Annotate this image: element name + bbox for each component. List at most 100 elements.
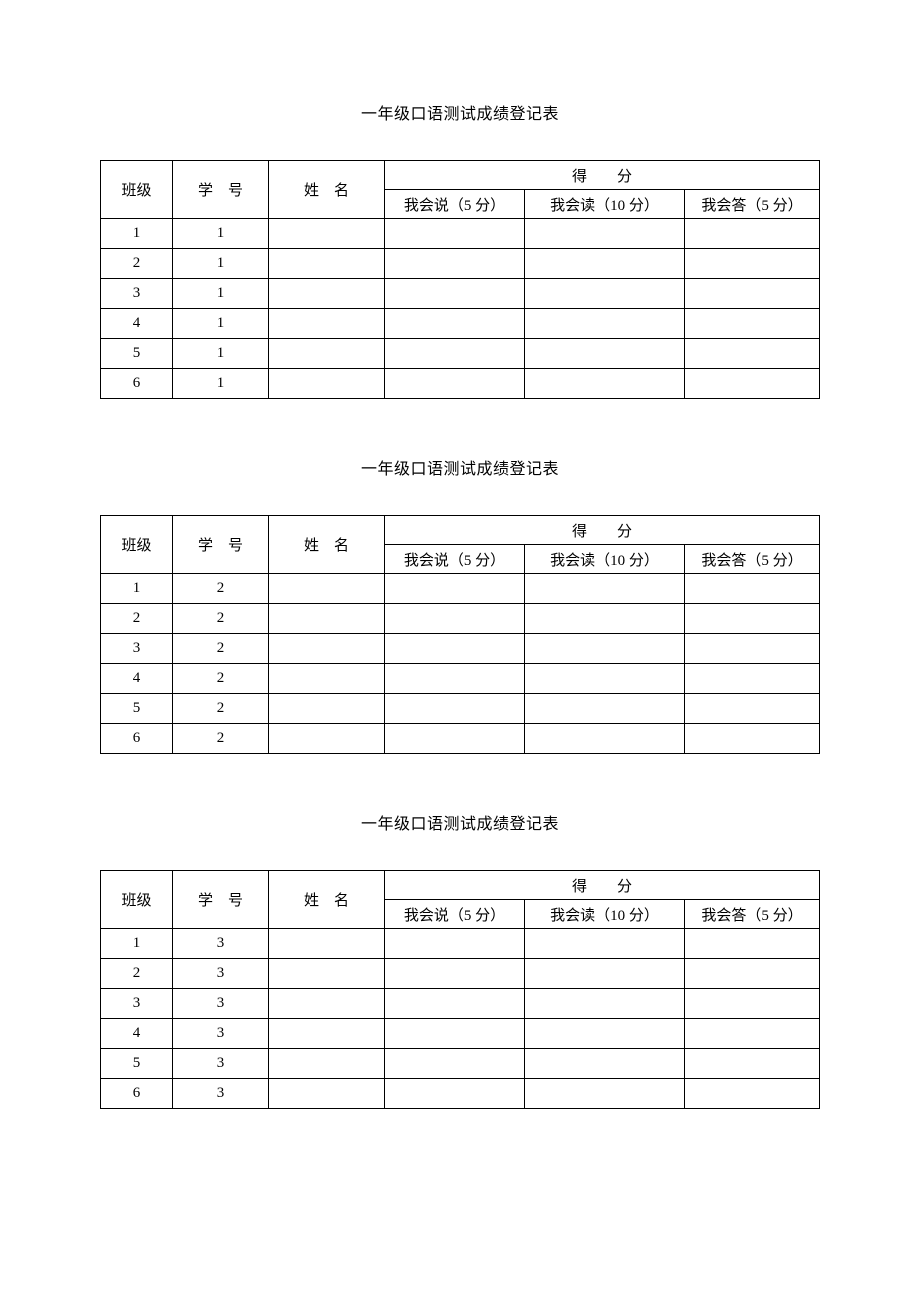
col-header-answer: 我会答（5 分） (685, 900, 820, 929)
table-header-row: 班级学 号姓 名得 分 (101, 516, 820, 545)
cell-read (525, 1079, 685, 1109)
cell-name (269, 309, 385, 339)
table-row: 22 (101, 604, 820, 634)
col-header-class: 班级 (101, 871, 173, 929)
cell-class: 2 (101, 249, 173, 279)
score-table: 班级学 号姓 名得 分我会说（5 分）我会读（10 分）我会答（5 分）1222… (100, 515, 820, 754)
cell-say (385, 1049, 525, 1079)
cell-say (385, 989, 525, 1019)
cell-say (385, 694, 525, 724)
col-header-studentid: 学 号 (173, 516, 269, 574)
cell-say (385, 959, 525, 989)
cell-answer (685, 694, 820, 724)
table-row: 11 (101, 219, 820, 249)
col-header-read: 我会读（10 分） (525, 545, 685, 574)
cell-read (525, 309, 685, 339)
cell-read (525, 369, 685, 399)
cell-say (385, 604, 525, 634)
cell-name (269, 959, 385, 989)
cell-say (385, 929, 525, 959)
cell-answer (685, 339, 820, 369)
cell-answer (685, 724, 820, 754)
table-row: 52 (101, 694, 820, 724)
table-row: 61 (101, 369, 820, 399)
col-header-read: 我会读（10 分） (525, 900, 685, 929)
cell-say (385, 634, 525, 664)
cell-studentid: 3 (173, 989, 269, 1019)
col-header-score: 得 分 (385, 871, 820, 900)
cell-class: 5 (101, 339, 173, 369)
table-row: 23 (101, 959, 820, 989)
table-row: 62 (101, 724, 820, 754)
col-header-name: 姓 名 (269, 871, 385, 929)
table-row: 41 (101, 309, 820, 339)
cell-name (269, 279, 385, 309)
cell-class: 6 (101, 1079, 173, 1109)
cell-studentid: 2 (173, 694, 269, 724)
cell-say (385, 574, 525, 604)
score-section: 一年级口语测试成绩登记表班级学 号姓 名得 分我会说（5 分）我会读（10 分）… (100, 810, 820, 1109)
cell-say (385, 249, 525, 279)
cell-read (525, 989, 685, 1019)
table-row: 21 (101, 249, 820, 279)
col-header-score: 得 分 (385, 161, 820, 190)
cell-answer (685, 604, 820, 634)
table-row: 32 (101, 634, 820, 664)
table-row: 63 (101, 1079, 820, 1109)
cell-name (269, 989, 385, 1019)
cell-studentid: 2 (173, 664, 269, 694)
cell-name (269, 1019, 385, 1049)
cell-class: 4 (101, 664, 173, 694)
cell-answer (685, 279, 820, 309)
cell-class: 3 (101, 989, 173, 1019)
cell-answer (685, 574, 820, 604)
cell-studentid: 2 (173, 604, 269, 634)
cell-answer (685, 634, 820, 664)
cell-name (269, 634, 385, 664)
cell-read (525, 219, 685, 249)
cell-answer (685, 1019, 820, 1049)
table-row: 31 (101, 279, 820, 309)
cell-read (525, 339, 685, 369)
cell-read (525, 279, 685, 309)
cell-answer (685, 959, 820, 989)
cell-class: 2 (101, 959, 173, 989)
cell-name (269, 574, 385, 604)
cell-name (269, 219, 385, 249)
cell-class: 6 (101, 369, 173, 399)
col-header-say: 我会说（5 分） (385, 900, 525, 929)
cell-read (525, 634, 685, 664)
cell-say (385, 664, 525, 694)
cell-class: 4 (101, 309, 173, 339)
cell-answer (685, 929, 820, 959)
cell-class: 3 (101, 279, 173, 309)
table-row: 33 (101, 989, 820, 1019)
cell-class: 1 (101, 219, 173, 249)
cell-say (385, 724, 525, 754)
cell-class: 2 (101, 604, 173, 634)
cell-studentid: 3 (173, 1049, 269, 1079)
cell-studentid: 2 (173, 724, 269, 754)
cell-studentid: 3 (173, 1079, 269, 1109)
cell-studentid: 1 (173, 309, 269, 339)
col-header-studentid: 学 号 (173, 161, 269, 219)
cell-class: 4 (101, 1019, 173, 1049)
cell-studentid: 2 (173, 574, 269, 604)
cell-read (525, 604, 685, 634)
cell-say (385, 219, 525, 249)
table-row: 12 (101, 574, 820, 604)
cell-answer (685, 309, 820, 339)
cell-read (525, 724, 685, 754)
cell-answer (685, 219, 820, 249)
table-row: 42 (101, 664, 820, 694)
col-header-read: 我会读（10 分） (525, 190, 685, 219)
cell-answer (685, 249, 820, 279)
cell-name (269, 339, 385, 369)
cell-class: 1 (101, 929, 173, 959)
table-header-row: 班级学 号姓 名得 分 (101, 161, 820, 190)
table-row: 53 (101, 1049, 820, 1079)
col-header-say: 我会说（5 分） (385, 545, 525, 574)
cell-class: 5 (101, 694, 173, 724)
score-section: 一年级口语测试成绩登记表班级学 号姓 名得 分我会说（5 分）我会读（10 分）… (100, 100, 820, 399)
cell-answer (685, 664, 820, 694)
